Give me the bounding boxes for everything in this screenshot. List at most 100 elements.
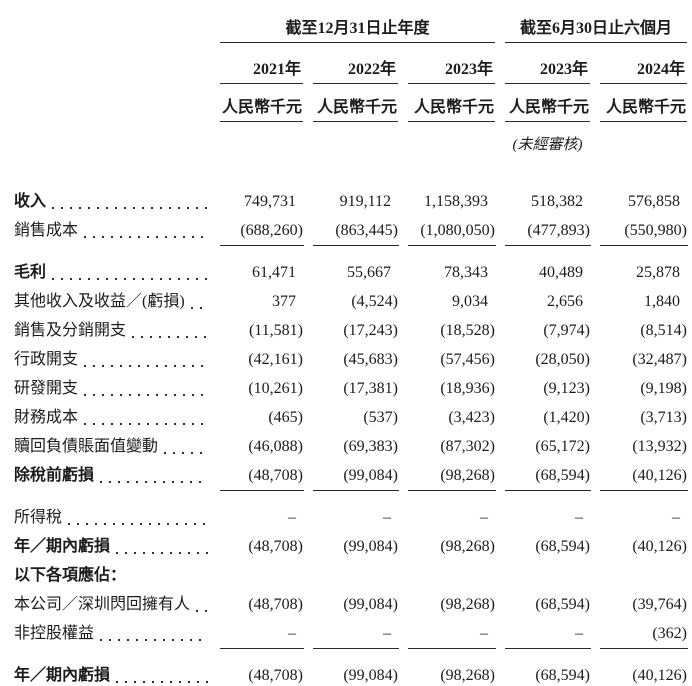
cell-value: (48,708) bbox=[248, 538, 303, 555]
cell-value: (4,524) bbox=[351, 293, 398, 310]
period-group-interim: 截至6月30日止六個月 bbox=[505, 14, 687, 43]
cell-value: – bbox=[383, 509, 391, 526]
table-row-loss-for-period-total: 年／期內虧損 (48,708) (99,084) (98,268) (68,59… bbox=[14, 661, 687, 686]
cell-value: (68,594) bbox=[535, 596, 590, 613]
cell-value: (98,268) bbox=[440, 538, 495, 555]
cell-value: – bbox=[408, 619, 496, 649]
dot-leader bbox=[84, 236, 208, 238]
cell-value: 576,858 bbox=[628, 193, 680, 210]
dot-leader bbox=[100, 481, 208, 483]
cell-value: 9,034 bbox=[452, 293, 488, 310]
cell-value: (42,161) bbox=[248, 351, 303, 368]
cell-value: (68,594) bbox=[505, 461, 591, 491]
cell-value: (1,420) bbox=[543, 409, 590, 426]
table-row-selling-expenses: 銷售及分銷開支 (11,581) (17,243) (18,528) (7,97… bbox=[14, 316, 687, 345]
cell-value: (48,708) bbox=[248, 596, 303, 613]
row-label: 其他收入及收益／(虧損) bbox=[14, 287, 210, 316]
dot-leader bbox=[84, 423, 208, 425]
cell-value bbox=[408, 561, 495, 590]
cell-value: (550,980) bbox=[600, 216, 688, 246]
cell-value: (65,172) bbox=[535, 438, 590, 455]
cell-value: 377 bbox=[272, 293, 296, 310]
unit-header: 人民幣千元 bbox=[408, 84, 495, 122]
cell-value: 919,112 bbox=[339, 193, 391, 210]
row-label: 除稅前虧損 bbox=[14, 461, 210, 490]
cell-value: (68,594) bbox=[535, 538, 590, 555]
dot-leader bbox=[196, 610, 208, 612]
dot-leader bbox=[132, 336, 208, 338]
cell-value: (99,084) bbox=[313, 661, 398, 686]
cell-value: (99,084) bbox=[313, 461, 399, 491]
row-label: 以下各項應佔： bbox=[14, 567, 127, 584]
table-row-redemption-liability-change: 贖回負債賬面值變動 (46,088) (69,383) (87,302) (65… bbox=[14, 432, 687, 461]
page: { "colors": { "text": "#1c1c1c", "rule":… bbox=[0, 14, 692, 686]
cell-value: (10,261) bbox=[248, 380, 303, 397]
year-header: 2023年 bbox=[408, 43, 495, 84]
cell-value: (57,456) bbox=[440, 351, 495, 368]
table-row-cost-of-sales: 銷售成本 (688,260) (863,445) (1,080,050) (47… bbox=[14, 216, 688, 246]
cell-value: (17,243) bbox=[343, 322, 398, 339]
dot-leader bbox=[100, 639, 208, 641]
unit-header: 人民幣千元 bbox=[600, 84, 687, 122]
cell-value: (13,932) bbox=[632, 438, 687, 455]
row-label: 毛利 bbox=[14, 258, 210, 287]
header-unit-row: 人民幣千元 人民幣千元 人民幣千元 人民幣千元 人民幣千元 bbox=[14, 84, 687, 122]
cell-value: (9,123) bbox=[543, 380, 590, 397]
header-spacer bbox=[14, 14, 210, 43]
cell-value: (46,088) bbox=[248, 438, 303, 455]
dot-leader bbox=[190, 307, 208, 309]
cell-value: (98,268) bbox=[408, 661, 495, 686]
cell-value: 78,343 bbox=[444, 264, 488, 281]
dot-leader bbox=[164, 452, 208, 454]
year-header: 2021年 bbox=[220, 43, 303, 84]
row-label: 財務成本 bbox=[14, 403, 210, 432]
cell-value: (48,708) bbox=[220, 661, 303, 686]
cell-value: 1,840 bbox=[644, 293, 680, 310]
cell-value: – bbox=[313, 619, 399, 649]
cell-value: (40,126) bbox=[632, 538, 687, 555]
cell-value: (537) bbox=[363, 409, 398, 426]
cell-value: – bbox=[480, 509, 488, 526]
row-label: 本公司／深圳閃回擁有人 bbox=[14, 590, 210, 619]
cell-value: (465) bbox=[268, 409, 303, 426]
row-label: 行政開支 bbox=[14, 345, 210, 374]
cell-value bbox=[600, 561, 687, 590]
table-row-income-tax: 所得稅 – – – – – bbox=[14, 503, 687, 532]
cell-value: (863,445) bbox=[313, 216, 399, 246]
header-spacer bbox=[14, 43, 210, 84]
header-note-row: (未經審核) bbox=[14, 122, 687, 154]
table-row-loss-before-tax: 除稅前虧損 (48,708) (99,084) (98,268) (68,594… bbox=[14, 461, 688, 491]
cell-value: (7,974) bbox=[543, 322, 590, 339]
header-spacer bbox=[14, 84, 210, 122]
unit-header: 人民幣千元 bbox=[505, 84, 590, 122]
cell-value: – bbox=[288, 509, 296, 526]
header-year-row: 2021年 2022年 2023年 2023年 2024年 bbox=[14, 43, 687, 84]
cell-value: (39,764) bbox=[632, 596, 687, 613]
cell-value: 1,158,393 bbox=[424, 193, 488, 210]
dot-leader bbox=[116, 681, 208, 683]
cell-value: (40,126) bbox=[600, 661, 687, 686]
dot-leader bbox=[84, 365, 208, 367]
cell-value: 749,731 bbox=[244, 193, 296, 210]
row-label: 贖回負債賬面值變動 bbox=[14, 432, 210, 461]
cell-value: – bbox=[672, 509, 680, 526]
cell-value: 2,656 bbox=[547, 293, 583, 310]
table-row-finance-costs: 財務成本 (465) (537) (3,423) (1,420) (3,713) bbox=[14, 403, 687, 432]
cell-value: (3,423) bbox=[448, 409, 495, 426]
year-header: 2023年 bbox=[505, 43, 590, 84]
cell-value: – bbox=[575, 509, 583, 526]
table-row-gross-profit: 毛利 61,471 55,667 78,343 40,489 25,878 bbox=[14, 258, 687, 287]
dot-leader bbox=[116, 552, 208, 554]
cell-value: 55,667 bbox=[347, 264, 391, 281]
cell-value: (688,260) bbox=[220, 216, 304, 246]
cell-value: – bbox=[220, 619, 304, 649]
cell-value: (18,528) bbox=[440, 322, 495, 339]
row-label: 年／期內虧損 bbox=[14, 532, 210, 561]
cell-value: (1,080,050) bbox=[408, 216, 496, 246]
dot-leader bbox=[84, 394, 208, 396]
table-row-loss-for-period: 年／期內虧損 (48,708) (99,084) (98,268) (68,59… bbox=[14, 532, 687, 561]
cell-value: (87,302) bbox=[440, 438, 495, 455]
table-row-rd-expenses: 研發開支 (10,261) (17,381) (18,936) (9,123) … bbox=[14, 374, 687, 403]
cell-value: (98,268) bbox=[408, 461, 496, 491]
cell-value: – bbox=[505, 619, 591, 649]
